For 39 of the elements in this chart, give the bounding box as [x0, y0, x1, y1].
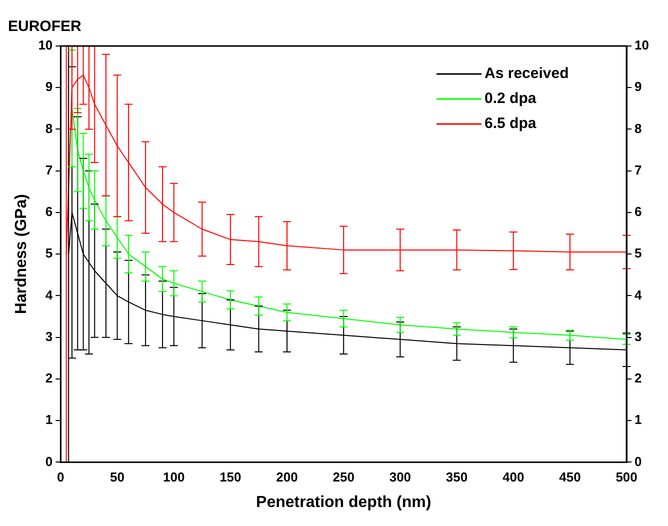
- y-tick-label: 1: [45, 412, 53, 428]
- y2-tick-label: 6: [634, 204, 642, 220]
- y-tick-label: 7: [45, 162, 53, 178]
- y-tick-label: 9: [45, 79, 53, 94]
- x-tick-label: 150: [220, 470, 242, 485]
- x-tick-label: 300: [389, 470, 412, 485]
- y-tick-label: 5: [45, 246, 53, 261]
- y-tick-label: 6: [45, 204, 53, 220]
- y-tick-label: 10: [38, 38, 53, 53]
- x-tick-label: 100: [162, 470, 185, 485]
- x-tick-label: 350: [446, 470, 468, 485]
- y2-tick-label: 8: [634, 120, 642, 136]
- chart-title: EUROFER: [8, 18, 82, 36]
- x-tick-label: 0: [57, 470, 64, 485]
- y-tick-label: 0: [45, 454, 53, 469]
- x-tick-label: 200: [276, 470, 298, 485]
- x-tick-label: 500: [616, 470, 638, 485]
- y-tick-label: 8: [45, 120, 53, 136]
- y2-tick-label: 4: [634, 287, 643, 302]
- y-tick-label: 3: [45, 328, 53, 344]
- y2-tick-label: 10: [634, 38, 650, 53]
- x-tick-label: 50: [110, 470, 124, 485]
- y2-tick-label: 9: [634, 79, 642, 94]
- y2-tick-label: 3: [634, 328, 642, 344]
- y2-tick-label: 5: [634, 246, 642, 261]
- x-axis-title: Penetration depth (nm): [256, 494, 432, 511]
- legend-label: As received: [484, 65, 569, 82]
- legend-label: 0.2 dpa: [484, 90, 537, 108]
- x-tick-label: 450: [559, 470, 581, 485]
- y2-tick-label: 2: [634, 370, 642, 386]
- y-axis-title: Hardness (GPa): [13, 194, 30, 314]
- legend-label: 6.5 dpa: [484, 115, 537, 132]
- y2-tick-label: 0: [634, 454, 642, 469]
- x-tick-label: 400: [502, 470, 524, 485]
- y-tick-label: 2: [45, 370, 53, 386]
- y2-tick-label: 7: [634, 162, 642, 178]
- y-tick-label: 4: [45, 287, 54, 302]
- y2-tick-label: 1: [634, 412, 642, 428]
- x-tick-label: 250: [332, 470, 354, 485]
